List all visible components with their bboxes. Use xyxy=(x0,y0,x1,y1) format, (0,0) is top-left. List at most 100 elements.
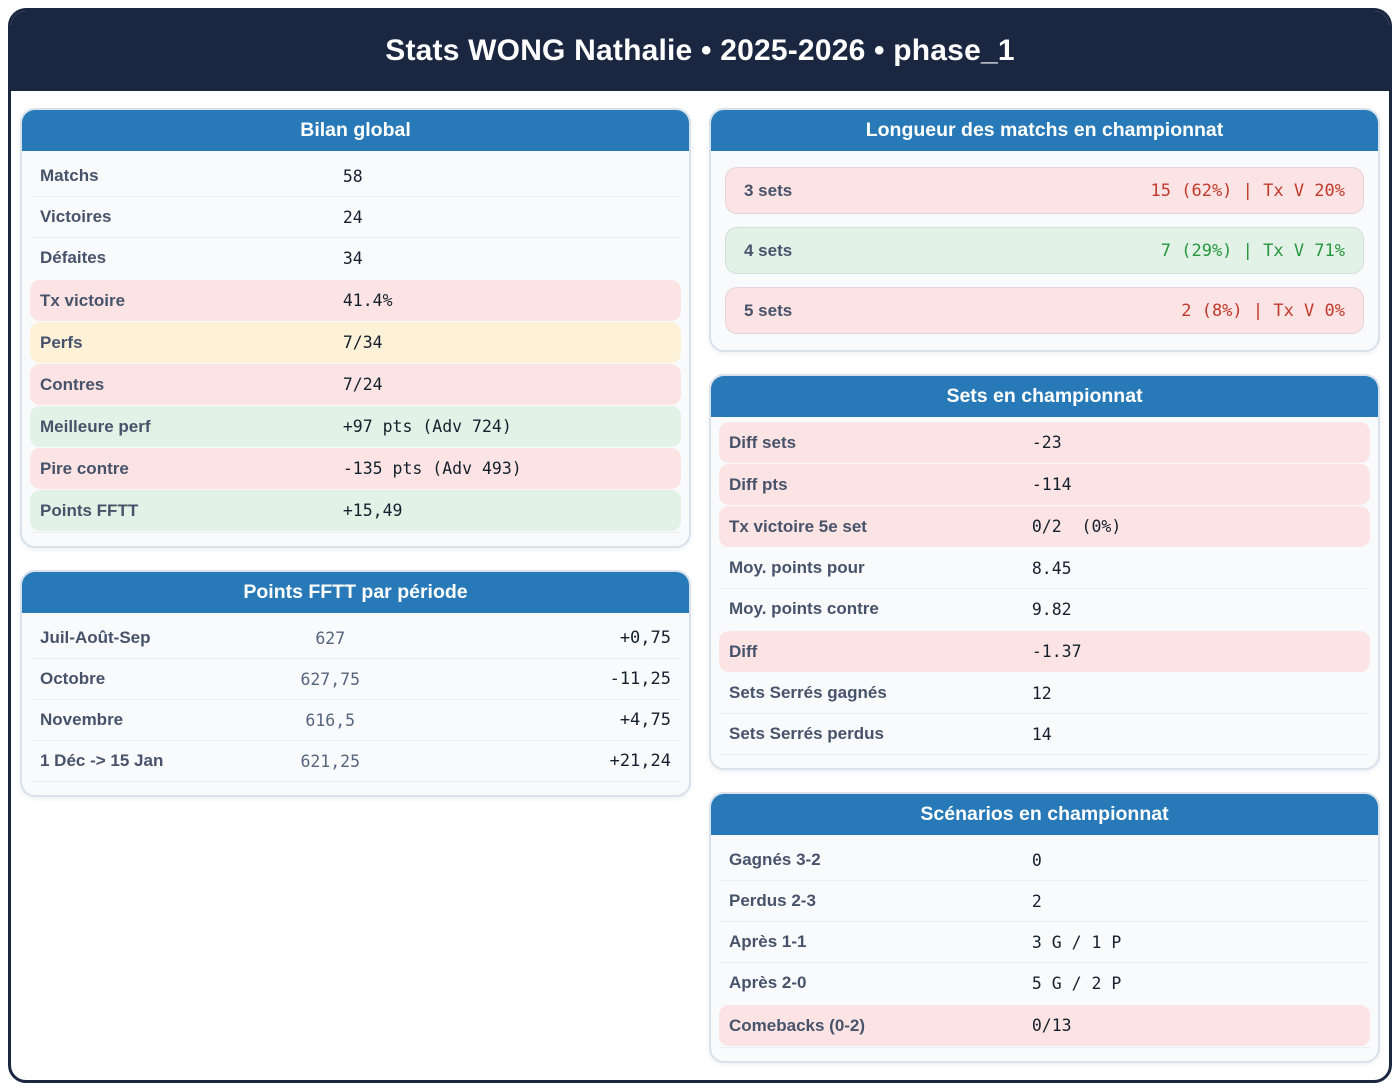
stat-label: Sets Serrés perdus xyxy=(729,724,884,743)
periode-row-dec-jan: 1 Déc -> 15 Jan 621,25 +21,24 xyxy=(30,741,681,782)
length-label: 4 sets xyxy=(744,240,793,260)
stat-value: 14 xyxy=(1031,724,1052,744)
periode-points: 621,25 xyxy=(300,751,361,771)
periode-label: Octobre xyxy=(40,669,106,688)
stat-label: Meilleure perf xyxy=(40,416,151,436)
periode-label: 1 Déc -> 15 Jan xyxy=(40,751,164,770)
stat-row-defaites: Défaites 34 xyxy=(30,238,681,279)
stat-value: 7/34 xyxy=(342,333,383,352)
stat-value: 34 xyxy=(342,248,363,268)
stat-label: Moy. points pour xyxy=(729,558,865,577)
stat-row-moy-points-pour: Moy. points pour 8.45 xyxy=(719,548,1370,589)
stat-value: +15,49 xyxy=(342,501,403,520)
content: Bilan global Matchs 58 Victoires 24 Défa… xyxy=(11,91,1389,1075)
stat-value: 12 xyxy=(1031,683,1052,703)
stat-row-tx-victoire-5e: Tx victoire 5e set 0/2 (0%) xyxy=(719,506,1370,547)
card-sets-championnat: Sets en championnat Diff sets -23 Diff p… xyxy=(709,374,1380,770)
stat-value: 7/24 xyxy=(342,375,383,394)
stat-row-diff-pts: Diff pts -114 xyxy=(719,464,1370,505)
page-title: Stats WONG Nathalie • 2025-2026 • phase_… xyxy=(385,34,1015,67)
stat-label: Victoires xyxy=(40,207,112,226)
length-value: 7 (29%) | Tx V 71% xyxy=(1160,240,1345,261)
stat-value: 8.45 xyxy=(1031,558,1072,578)
card-periode-title: Points FFTT par période xyxy=(22,572,689,613)
periode-points: 616,5 xyxy=(305,710,356,730)
stat-label: Diff xyxy=(729,641,758,661)
bilan-rows: Matchs 58 Victoires 24 Défaites 34 Tx vi… xyxy=(30,156,681,533)
right-column: Longueur des matchs en championnat 3 set… xyxy=(709,108,1380,1063)
stat-value: 9.82 xyxy=(1031,599,1072,619)
stat-value: -23 xyxy=(1031,433,1062,452)
stat-label: Comebacks (0-2) xyxy=(729,1015,866,1035)
stat-row-sets-serres-gagnes: Sets Serrés gagnés 12 xyxy=(719,673,1370,714)
stat-value: 0/2 (0%) xyxy=(1031,517,1122,536)
page-header: Stats WONG Nathalie • 2025-2026 • phase_… xyxy=(11,11,1389,91)
length-value: 2 (8%) | Tx V 0% xyxy=(1181,300,1345,321)
stat-value: 3 G / 1 P xyxy=(1031,932,1122,952)
stat-label: Tx victoire xyxy=(40,290,126,310)
stat-row-moy-points-contre: Moy. points contre 9.82 xyxy=(719,589,1370,630)
longueur-rows: 3 sets 15 (62%) | Tx V 20% 4 sets 7 (29%… xyxy=(711,151,1378,350)
stat-value: -1.37 xyxy=(1031,642,1082,661)
periode-rows: Juil-Août-Sep 627 +0,75 Octobre 627,75 -… xyxy=(30,618,681,782)
periode-label: Juil-Août-Sep xyxy=(40,628,151,647)
stat-value: 2 xyxy=(1031,891,1042,911)
length-row-5-sets: 5 sets 2 (8%) | Tx V 0% xyxy=(725,287,1364,334)
stat-label: Gagnés 3-2 xyxy=(729,850,821,869)
periode-row-juil-aout-sep: Juil-Août-Sep 627 +0,75 xyxy=(30,618,681,659)
stat-row-perfs: Perfs 7/34 xyxy=(30,322,681,363)
periode-row-octobre: Octobre 627,75 -11,25 xyxy=(30,659,681,700)
periode-delta: +4,75 xyxy=(619,710,671,730)
length-label: 5 sets xyxy=(744,300,793,320)
length-value: 15 (62%) | Tx V 20% xyxy=(1150,180,1345,201)
stat-row-matchs: Matchs 58 xyxy=(30,156,681,197)
stat-row-gagnes-3-2: Gagnés 3-2 0 xyxy=(719,840,1370,881)
stat-row-pire-contre: Pire contre -135 pts (Adv 493) xyxy=(30,448,681,489)
card-points-fftt-periode: Points FFTT par période Juil-Août-Sep 62… xyxy=(20,570,691,797)
periode-delta: +0,75 xyxy=(619,628,671,648)
periode-points: 627,75 xyxy=(300,669,361,689)
periode-row-novembre: Novembre 616,5 +4,75 xyxy=(30,700,681,741)
periode-delta: +21,24 xyxy=(609,751,671,771)
stat-label: Diff pts xyxy=(729,474,788,494)
stat-row-sets-serres-perdus: Sets Serrés perdus 14 xyxy=(719,714,1370,755)
stat-label: Tx victoire 5e set xyxy=(729,516,867,536)
card-scenarios-championnat: Scénarios en championnat Gagnés 3-2 0 Pe… xyxy=(709,792,1380,1063)
stat-value: 0/13 xyxy=(1031,1016,1072,1035)
stat-label: Contres xyxy=(40,374,105,394)
stat-label: Perdus 2-3 xyxy=(729,891,816,910)
page-frame: Stats WONG Nathalie • 2025-2026 • phase_… xyxy=(8,8,1392,1083)
stat-row-victoires: Victoires 24 xyxy=(30,197,681,238)
card-longueur-title: Longueur des matchs en championnat xyxy=(711,110,1378,151)
length-row-3-sets: 3 sets 15 (62%) | Tx V 20% xyxy=(725,167,1364,214)
card-bilan-title: Bilan global xyxy=(22,110,689,151)
stat-row-diff-sets: Diff sets -23 xyxy=(719,422,1370,463)
stat-value: 0 xyxy=(1031,850,1042,870)
stat-label: Perfs xyxy=(40,332,83,352)
stat-label: Moy. points contre xyxy=(729,599,879,618)
stat-row-contres: Contres 7/24 xyxy=(30,364,681,405)
card-sets-title: Sets en championnat xyxy=(711,376,1378,417)
stat-label: Diff sets xyxy=(729,432,797,452)
stat-value: 41.4% xyxy=(342,291,393,310)
stat-row-perdus-2-3: Perdus 2-3 2 xyxy=(719,881,1370,922)
stat-row-apres-2-0: Après 2-0 5 G / 2 P xyxy=(719,963,1370,1004)
stat-label: Pire contre xyxy=(40,458,129,478)
stat-label: Matchs xyxy=(40,166,99,185)
stat-label: Points FFTT xyxy=(40,500,139,520)
periode-delta: -11,25 xyxy=(609,669,671,689)
stat-row-meilleure-perf: Meilleure perf +97 pts (Adv 724) xyxy=(30,406,681,447)
scenarios-rows: Gagnés 3-2 0 Perdus 2-3 2 Après 1-1 3 G … xyxy=(719,840,1370,1048)
periode-points: 627 xyxy=(315,628,346,648)
stat-label: Après 2-0 xyxy=(729,973,807,992)
stat-row-points-fftt: Points FFTT +15,49 xyxy=(30,490,681,531)
stat-label: Défaites xyxy=(40,248,107,267)
stat-value: 24 xyxy=(342,207,363,227)
stat-label: Après 1-1 xyxy=(729,932,807,951)
stat-value: +97 pts (Adv 724) xyxy=(342,417,512,436)
card-scenarios-title: Scénarios en championnat xyxy=(711,794,1378,835)
sets-rows: Diff sets -23 Diff pts -114 Tx victoire … xyxy=(719,422,1370,755)
stat-row-comebacks: Comebacks (0-2) 0/13 xyxy=(719,1005,1370,1046)
stat-value: 58 xyxy=(342,166,363,186)
stat-row-apres-1-1: Après 1-1 3 G / 1 P xyxy=(719,922,1370,963)
